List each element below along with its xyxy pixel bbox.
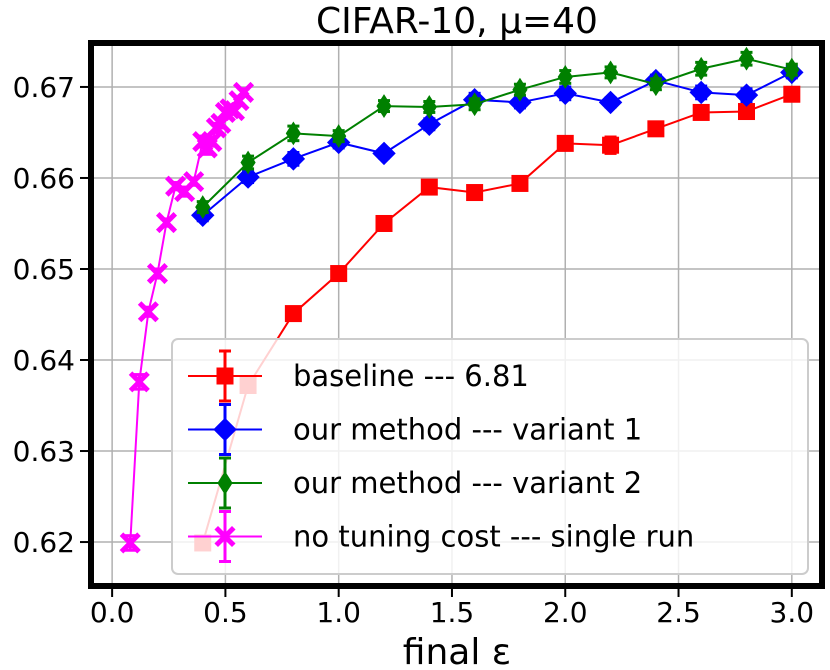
x-axis-label: final ε [403,632,511,670]
data-point [508,90,532,115]
data-point [281,147,306,171]
data-point [738,46,755,71]
x-marker-stroke [128,371,150,393]
legend-marker [217,471,233,495]
plot-frame [88,40,825,589]
legend-label: baseline --- 6.81 [293,359,529,393]
data-point [692,103,710,121]
legend-label: our method --- variant 1 [293,413,642,447]
data-point [421,95,437,119]
data-point [784,57,800,82]
x-marker-stroke [137,301,159,323]
data-point [648,72,664,97]
legend-entry-1: baseline --- 6.81 [188,349,529,403]
series-line [202,57,793,208]
x-tick-label: 0.5 [203,596,248,629]
legend-entry-4: no tuning cost --- single run [188,510,694,563]
x-marker-stroke [223,100,246,122]
series-layer [119,46,804,554]
ticks: 0.0 0.5 1.0 1.5 2.0 2.5 3.0 0.62 0.63 0.64 0.65 0.6… [13,71,814,629]
x-marker-stroke [183,171,205,193]
data-point [137,301,159,323]
x-marker-stroke [214,525,236,548]
data-point [693,56,709,81]
legend-marker [214,525,236,548]
y-tick-label: 0.67 [13,71,75,104]
data-point [420,178,438,196]
data-point [598,90,623,115]
x-tick-label: 3.0 [770,596,815,629]
x-tick-label: 1.5 [430,596,475,629]
data-point [417,112,442,136]
x-marker-stroke [165,175,187,197]
x-marker-stroke [146,263,168,285]
chart-title: CIFAR-10, μ=40 [316,1,598,42]
data-point [602,60,619,85]
x-tick-label: 2.0 [543,596,588,629]
series-3 [195,46,800,220]
data-point [512,77,528,102]
data-point [330,265,348,283]
data-point [372,141,396,166]
data-point [128,371,150,393]
data-point [511,174,529,192]
y-tick-label: 0.62 [13,526,75,559]
series-4 [119,81,255,554]
data-point [240,150,256,175]
data-point [734,83,759,107]
legend-entry-2: our method --- variant 1 [188,403,642,456]
y-tick-label: 0.65 [13,253,75,286]
data-point [232,81,255,103]
legend-box [171,338,809,575]
data-point [155,212,178,234]
data-point [466,184,484,202]
data-point [119,532,141,554]
data-point [553,81,577,106]
data-point [201,131,223,153]
data-point [284,305,302,323]
data-point [376,94,392,119]
x-marker-stroke [201,131,223,153]
y-tick-label: 0.64 [13,344,75,377]
legend: baseline --- 6.81 our method --- variant … [171,338,809,575]
x-tick-label: 1.0 [316,596,361,629]
x-tick-label: 2.5 [656,596,701,629]
data-point [195,195,211,220]
data-point [331,124,347,149]
data-point [557,65,573,89]
data-point [689,80,713,105]
data-point [146,263,168,285]
data-point [183,171,205,193]
legend-marker [213,417,237,442]
x-tick-label: 0.0 [90,596,135,629]
legend-entry-3: our method --- variant 2 [188,456,642,510]
y-tick-label: 0.63 [13,435,75,468]
data-point [165,175,187,197]
data-point [467,92,483,117]
x-marker-stroke [232,81,255,103]
data-point [223,100,246,122]
legend-label: our method --- variant 2 [293,466,642,500]
x-marker-stroke [119,532,141,554]
data-point [647,120,665,138]
legend-marker [216,367,234,385]
data-point [556,134,574,152]
data-point [602,136,620,154]
legend-label: no tuning cost --- single run [293,520,694,554]
data-point [375,214,393,232]
y-tick-label: 0.66 [13,162,75,195]
data-point [236,165,260,189]
data-point [783,85,801,103]
series-2 [191,60,804,227]
x-marker-stroke [155,212,178,234]
data-point [285,121,301,146]
